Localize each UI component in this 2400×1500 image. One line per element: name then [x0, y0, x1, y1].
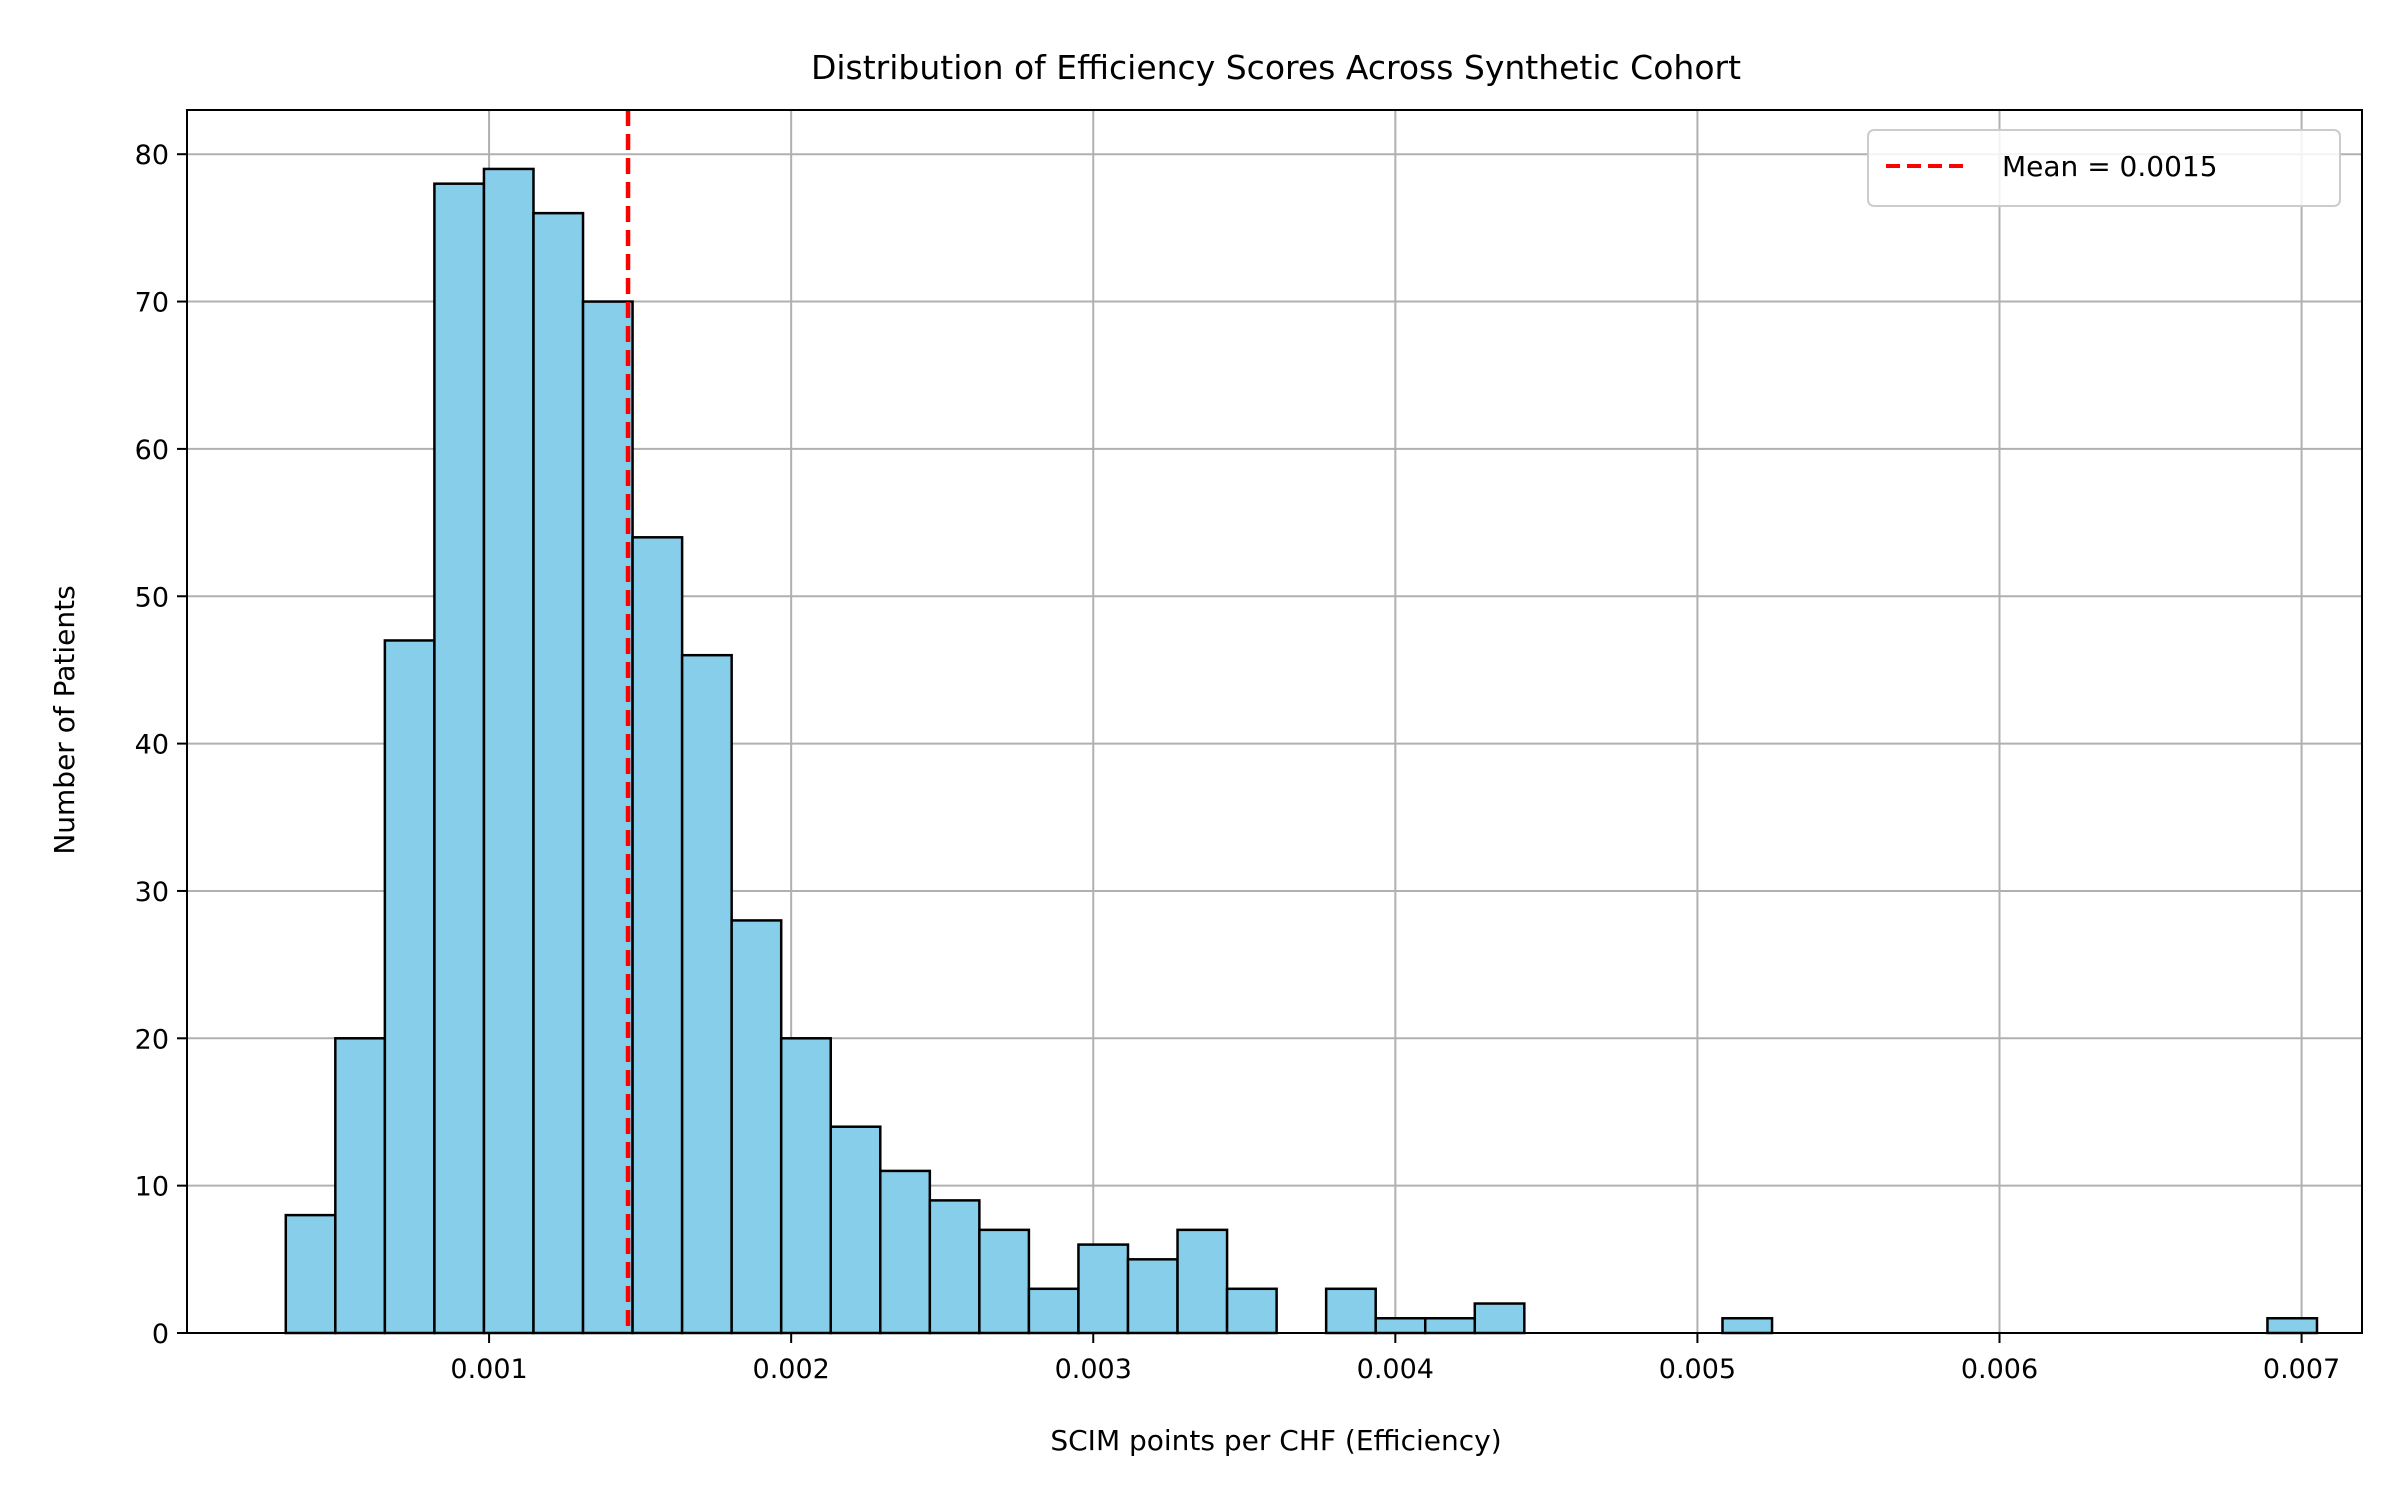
- x-tick-label-5: 0.006: [1961, 1354, 2038, 1385]
- y-tick-label-6: 60: [135, 435, 169, 466]
- histogram-bar-8: [680, 653, 733, 1335]
- x-tick-label-0: 0.001: [450, 1354, 527, 1385]
- y-tick-label-8: 80: [135, 140, 169, 171]
- histogram-bar-3: [433, 182, 486, 1335]
- y-tick-label-3: 30: [135, 877, 169, 908]
- histogram-bar-15: [1027, 1287, 1080, 1335]
- y-tick-label-5: 50: [135, 582, 169, 613]
- histogram-bar-1: [334, 1037, 387, 1335]
- chart-title: Distribution of Efficiency Scores Across…: [811, 48, 1741, 87]
- y-tick-label-1: 10: [135, 1172, 169, 1203]
- y-tick-label-4: 40: [135, 730, 169, 761]
- histogram-bar-24: [1473, 1302, 1526, 1335]
- histogram-bar-9: [730, 919, 783, 1335]
- x-tick-label-1: 0.002: [753, 1354, 830, 1385]
- legend-box: [1867, 129, 2341, 207]
- y-tick-label-7: 70: [135, 288, 169, 319]
- x-tick-label-4: 0.005: [1659, 1354, 1736, 1385]
- histogram-bar-5: [532, 211, 585, 1335]
- y-axis-label: Number of Patients: [48, 585, 81, 854]
- histogram-bar-0: [284, 1213, 337, 1335]
- x-axis-ticks: 0.001 0.002 0.003 0.004 0.005 0.006 0.007: [450, 1333, 2340, 1385]
- histogram-bar-21: [1324, 1287, 1377, 1335]
- histogram-bar-12: [879, 1169, 932, 1335]
- histogram-bar-29: [1721, 1317, 1774, 1335]
- histogram-bar-19: [1225, 1287, 1278, 1335]
- histogram-bar-14: [978, 1228, 1031, 1335]
- plot-frame: [186, 109, 2363, 1334]
- histogram-bar-7: [631, 536, 684, 1335]
- legend-label-mean: Mean = 0.0015: [2002, 150, 2218, 183]
- histogram-bar-16: [1077, 1243, 1130, 1335]
- histogram-bar-10: [779, 1037, 832, 1335]
- y-axis-ticks: 0 10 20 30 40 50 60 70 80: [135, 140, 187, 1350]
- histogram-bar-13: [928, 1199, 981, 1335]
- histogram-bar-40: [2266, 1317, 2319, 1335]
- legend: Mean = 0.0015: [1867, 129, 2341, 207]
- x-tick-label-6: 0.007: [2263, 1354, 2340, 1385]
- x-tick-label-3: 0.004: [1357, 1354, 1434, 1385]
- histogram-bars: [284, 167, 2319, 1335]
- histogram-bar-17: [1126, 1258, 1179, 1335]
- histogram-bar-6: [581, 300, 634, 1335]
- histogram-bar-23: [1423, 1317, 1477, 1335]
- x-axis-label: SCIM points per CHF (Efficiency): [1050, 1424, 1501, 1457]
- y-tick-label-0: 0: [152, 1319, 169, 1350]
- histogram-bar-11: [829, 1125, 882, 1335]
- histogram-bar-18: [1176, 1228, 1229, 1335]
- histogram-bar-22: [1374, 1317, 1427, 1335]
- histogram-bar-4: [482, 167, 535, 1335]
- x-tick-label-2: 0.003: [1055, 1354, 1132, 1385]
- histogram-bar-2: [383, 639, 436, 1335]
- y-tick-label-2: 20: [135, 1024, 169, 1055]
